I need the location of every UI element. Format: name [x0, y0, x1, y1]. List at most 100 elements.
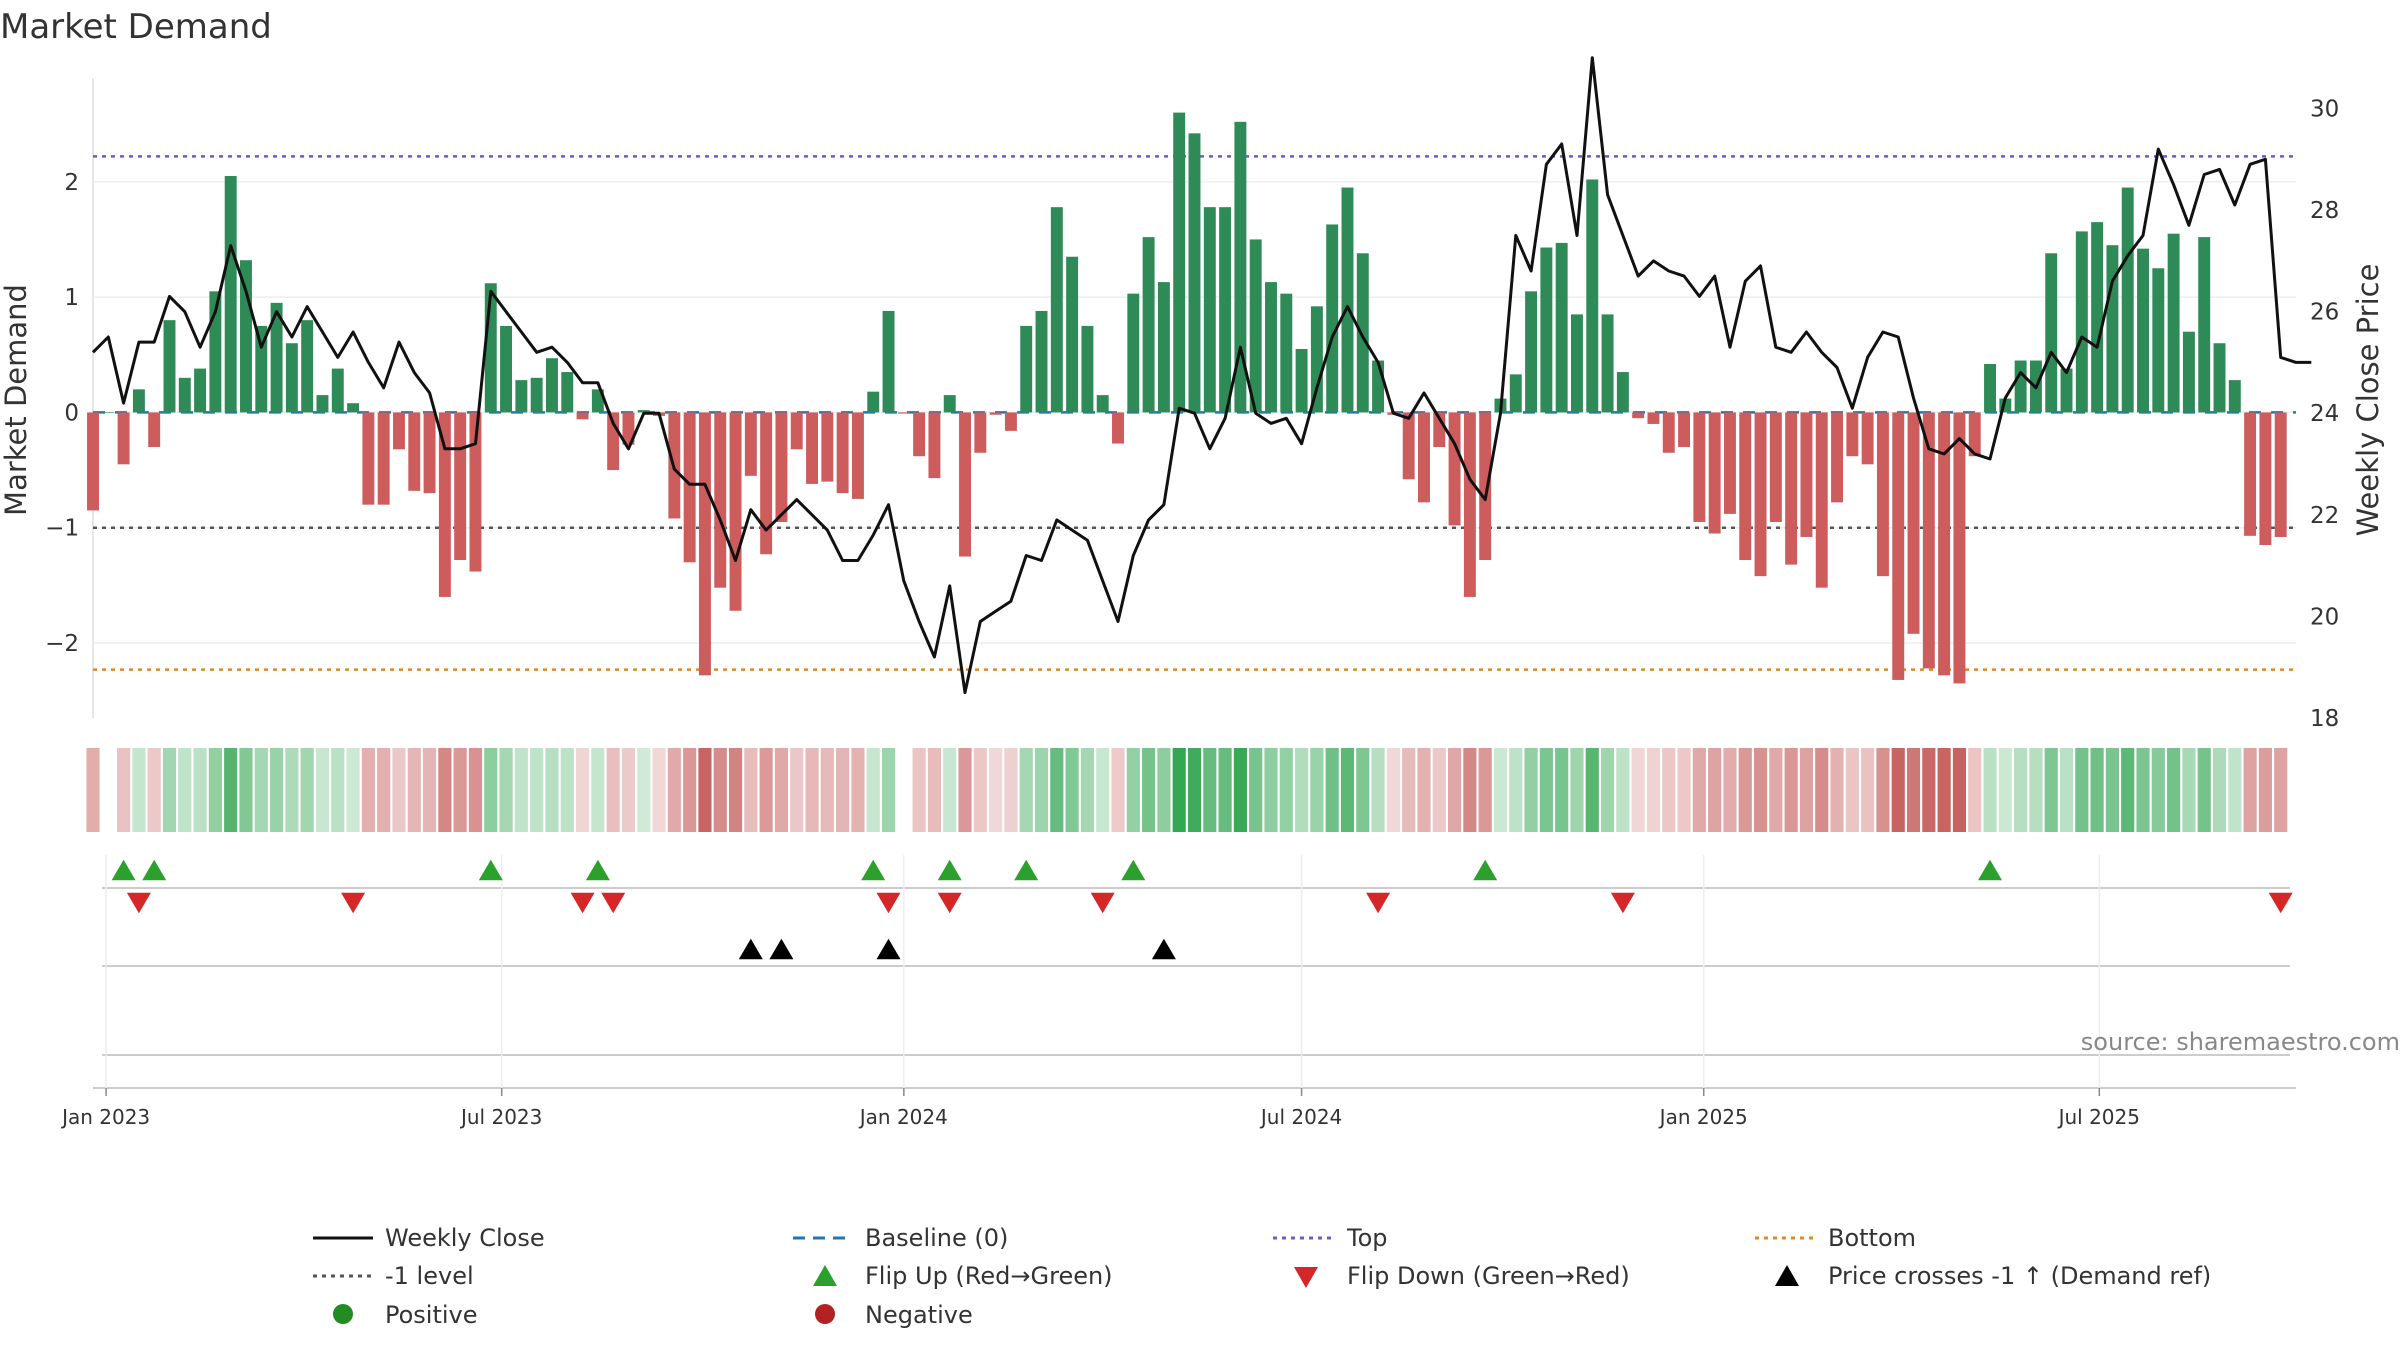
legend-item-top: Top [1273, 1224, 1388, 1252]
demand-bar [102, 412, 115, 414]
demand-bar [1157, 282, 1170, 413]
heat-cell [958, 748, 972, 832]
heat-cell [453, 748, 467, 832]
x-tick-label: Jan 2025 [1658, 1105, 1748, 1129]
demand-bar [377, 412, 390, 505]
y2-ticks: 30 28 26 24 22 20 18 [2310, 96, 2339, 732]
demand-bar [2228, 380, 2241, 413]
demand-bar [1035, 310, 1048, 413]
demand-bar [897, 412, 910, 414]
heat-cell [1432, 748, 1446, 832]
heat-cell [1952, 748, 1967, 832]
y2-tick-label: 24 [2310, 401, 2339, 427]
demand-bar [1708, 412, 1721, 534]
demand-bar [1662, 412, 1675, 453]
demand-bar [1326, 224, 1339, 413]
source-note: source: sharemaestro.com [2081, 1028, 2400, 1056]
demand-bar [1448, 412, 1461, 526]
heat-cell [1340, 748, 1355, 832]
demand-bar [194, 368, 207, 413]
heat-cell [2212, 748, 2227, 832]
heat-cell [1463, 748, 1477, 832]
demand-bar [1356, 253, 1369, 413]
heat-cell [178, 748, 192, 832]
demand-bar [928, 412, 941, 479]
demand-bar [1280, 293, 1293, 413]
demand-bar [1815, 412, 1828, 588]
heat-cell [1555, 748, 1569, 832]
demand-bar [117, 412, 130, 465]
heat-cell [927, 748, 942, 832]
heat-cell [989, 748, 1003, 832]
y2-axis-label: Weekly Close Price [2351, 264, 2385, 537]
demand-bar [178, 377, 191, 413]
demand-bar [821, 412, 834, 482]
legend-marker-flip-down [1294, 1267, 1318, 1288]
price-cross-marker [769, 938, 794, 960]
heat-cell [1386, 748, 1400, 832]
demand-bar [1249, 239, 1262, 413]
heat-cell [361, 748, 375, 832]
demand-bar [530, 377, 543, 413]
demand-bar [1984, 363, 1996, 413]
demand-bar [1463, 412, 1476, 597]
heat-cell [2136, 748, 2150, 832]
demand-bar [2137, 248, 2149, 413]
legend-label-flip-up: Flip Up (Red→Green) [865, 1262, 1113, 1290]
demand-bar [240, 260, 252, 413]
y2-tick-label: 22 [2310, 503, 2339, 529]
demand-bar [1785, 412, 1798, 565]
heat-cell [2059, 748, 2074, 832]
heat-cell [774, 748, 789, 832]
demand-bar [607, 412, 620, 471]
demand-bar [1616, 372, 1629, 413]
heat-cell [759, 748, 773, 832]
demand-bar [545, 358, 558, 413]
heat-cell [744, 748, 758, 832]
legend-label-baseline: Baseline (0) [865, 1224, 1008, 1252]
heat-cell [1004, 748, 1018, 832]
price-series [91, 56, 2312, 695]
heat-cell [1753, 748, 1768, 832]
legend-item-price-cross: Price crosses -1 ↑ (Demand ref) [1775, 1262, 2211, 1290]
heat-cell [2029, 748, 2043, 832]
heat-cell [315, 748, 330, 832]
heat-cell [422, 748, 437, 832]
y-tick-label: −2 [45, 631, 79, 657]
demand-bar [87, 412, 99, 511]
heat-cell [1325, 748, 1339, 832]
demand-bar [729, 412, 742, 611]
heat-cell [1600, 748, 1615, 832]
heat-cell [683, 748, 697, 832]
demand-bar [1968, 412, 1981, 457]
heat-cell [2197, 748, 2211, 832]
demand-bar [2075, 231, 2088, 413]
heat-cell [270, 748, 284, 832]
heat-cell [1264, 748, 1278, 832]
demand-bar [744, 412, 757, 476]
demand-bar [576, 412, 589, 420]
flip-up-marker [142, 859, 167, 881]
heat-cell [499, 748, 513, 832]
heat-cell [2228, 748, 2242, 832]
demand-bar [1892, 412, 1905, 680]
heat-cell [147, 748, 161, 832]
heat-cell [790, 748, 804, 832]
heat-cell [1570, 748, 1584, 832]
heat-cell [239, 748, 253, 832]
heat-cell [1830, 748, 1844, 832]
heat-cell [1646, 748, 1661, 832]
heat-cell [2044, 748, 2058, 832]
heat-cell [438, 748, 452, 832]
heat-cell [881, 748, 896, 832]
flip-up-marker [1978, 859, 2002, 881]
heat-cell [193, 748, 207, 832]
price-cross-marker [876, 938, 901, 960]
y-axis-label: Market Demand [0, 284, 33, 516]
legend-item-negative: Negative [815, 1301, 973, 1329]
heat-cell [1356, 748, 1370, 832]
heat-cell [1539, 748, 1553, 832]
demand-bar [943, 395, 956, 413]
demand-bar [163, 320, 176, 413]
heat-cell [820, 748, 834, 832]
